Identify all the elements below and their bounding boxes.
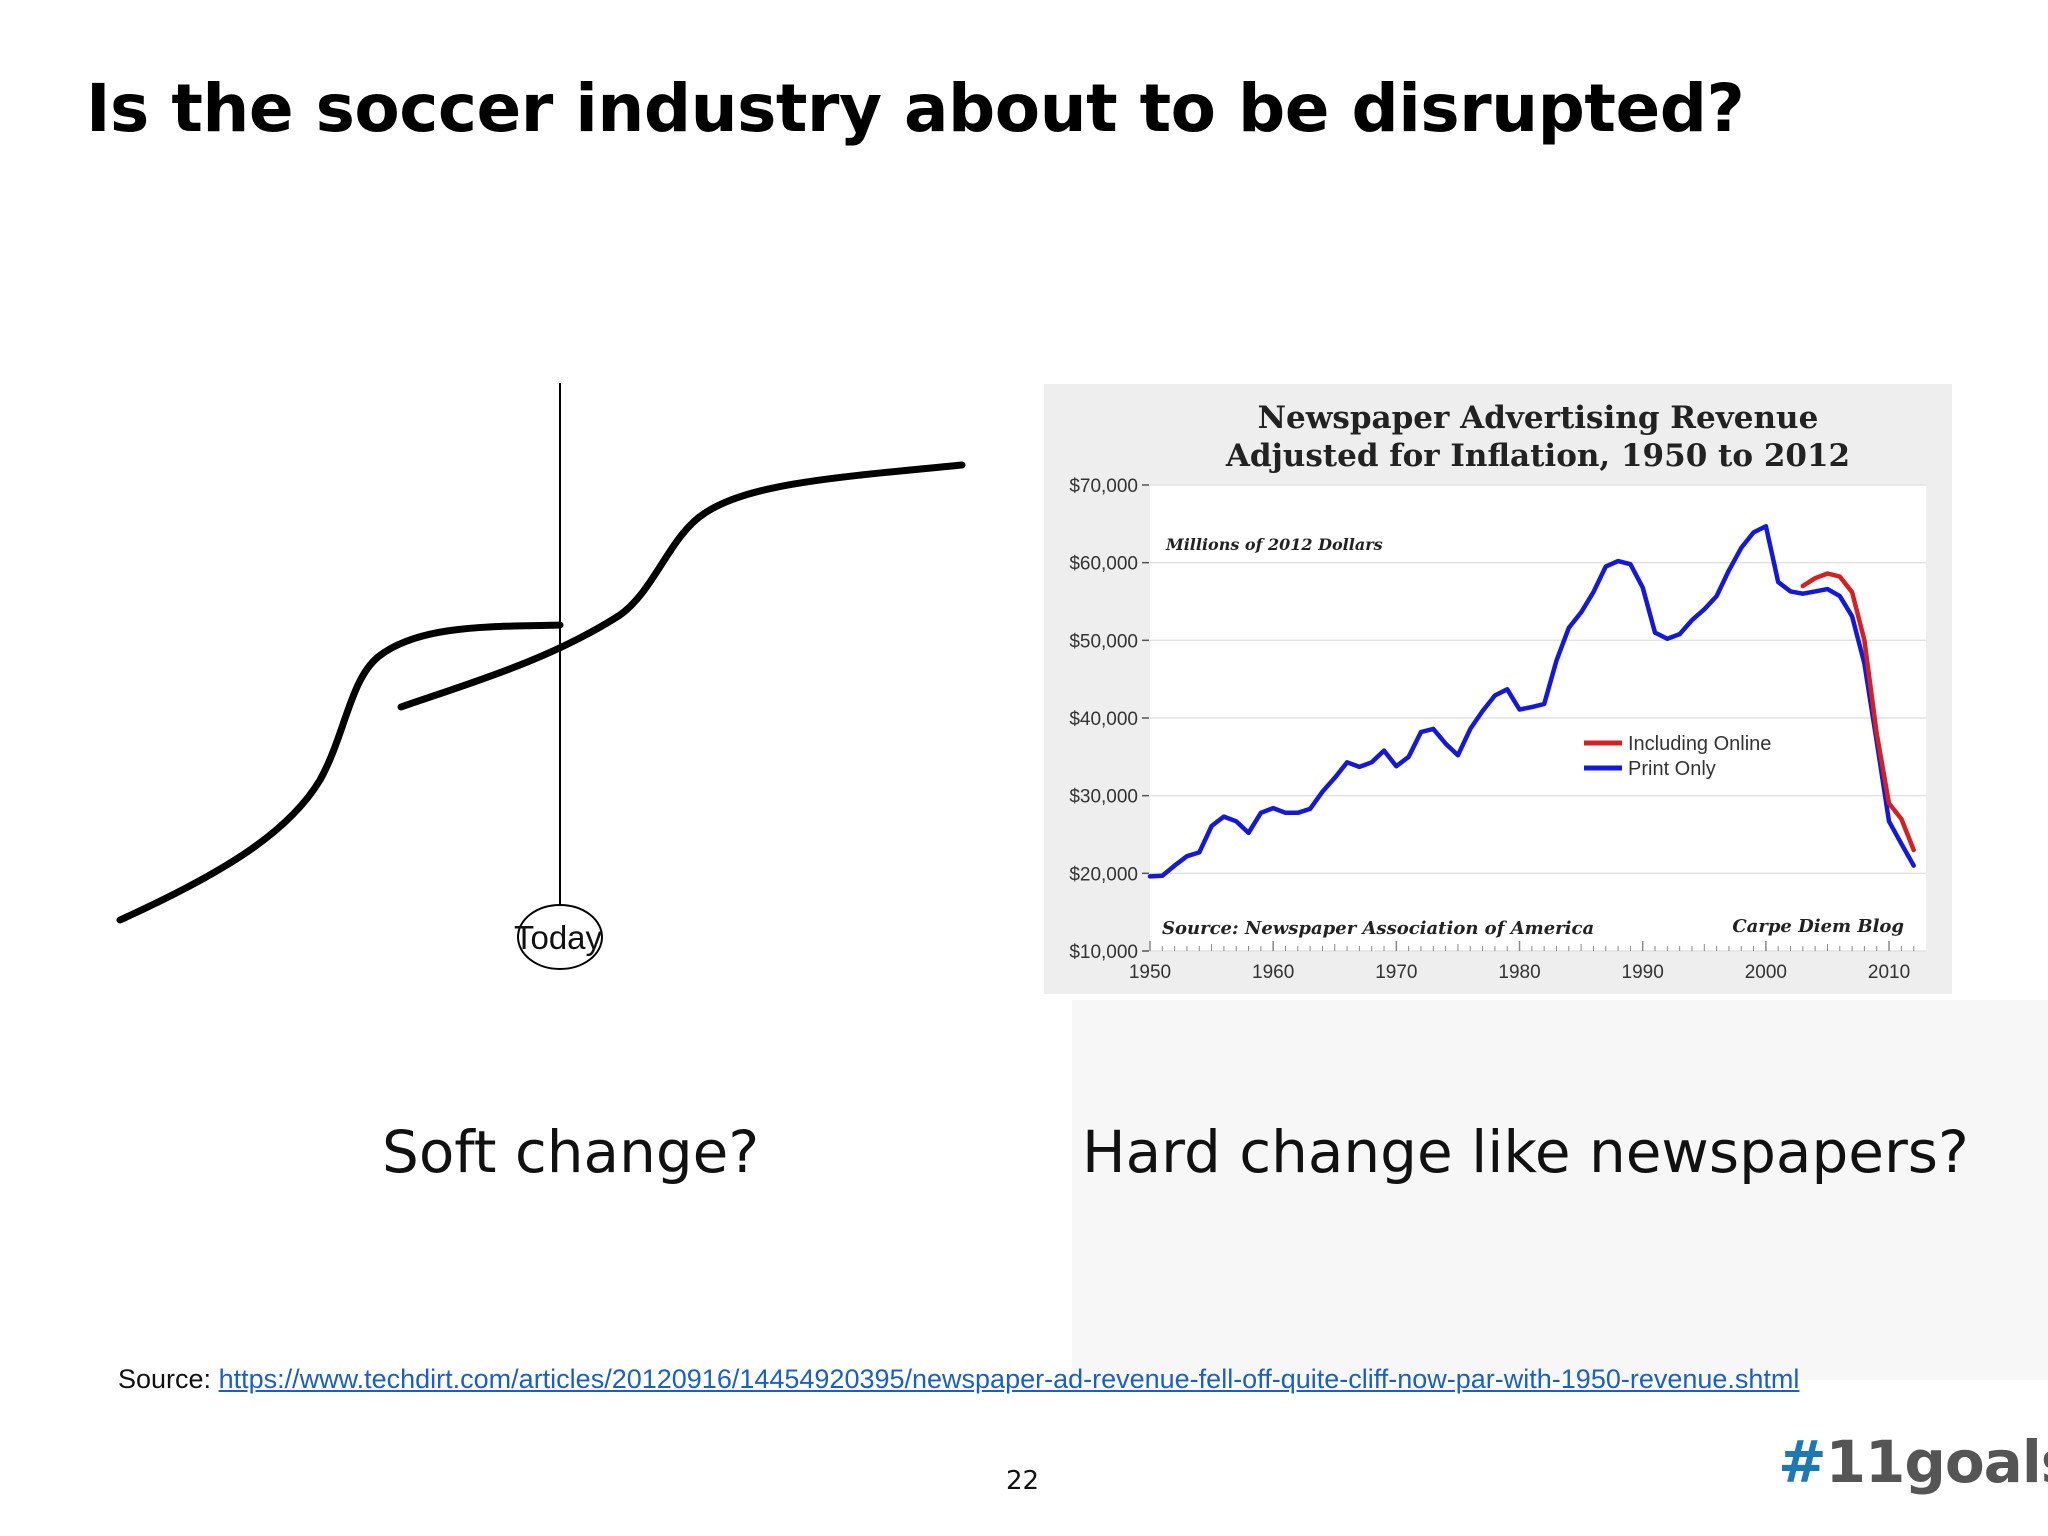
grid-layer [1150, 484, 1926, 952]
brand-logo: #11goals [1778, 1428, 2048, 1496]
x-tick-label: 2010 [1868, 962, 1910, 983]
x-tick-label: 1990 [1622, 962, 1664, 983]
x-tick-label: 2000 [1745, 962, 1787, 983]
hard-change-caption: Hard change like newspapers? [1082, 1118, 1969, 1186]
source-label: Source: [118, 1364, 212, 1394]
y-tick-label: $10,000 [1069, 942, 1138, 963]
soft-change-caption: Soft change? [382, 1118, 760, 1186]
old-s-curve [116, 621, 564, 924]
x-tick-label: 1950 [1129, 962, 1171, 983]
x-tick-label: 1960 [1252, 962, 1294, 983]
series-line-print-only [1147, 523, 1916, 879]
legend: Including Online Print Only [1584, 733, 1771, 780]
source-note: Source: Newspaper Association of America [1162, 918, 1594, 939]
y-tick-label: $50,000 [1069, 631, 1138, 652]
brand-hash: # [1778, 1428, 1827, 1496]
slide-title: Is the soccer industry about to be disru… [86, 70, 1745, 147]
newspaper-chart: Newspaper Advertising Revenue Adjusted f… [1044, 384, 1952, 994]
legend-label-including-online: Including Online [1628, 733, 1771, 755]
x-tick-label: 1980 [1498, 962, 1540, 983]
source-link[interactable]: https://www.techdirt.com/articles/201209… [218, 1364, 1800, 1394]
today-ellipse [517, 904, 603, 970]
series-layer [1147, 523, 1916, 879]
chart-title: Newspaper Advertising Revenue [1258, 400, 1819, 436]
x-tick-label: 1970 [1375, 962, 1417, 983]
soft-change-diagram: Today [116, 383, 966, 970]
page-number: 22 [1006, 1466, 1040, 1496]
y-tick-label: $20,000 [1069, 864, 1138, 885]
new-s-curve [397, 461, 966, 711]
axis-layer: $10,000 $20,000 $30,000 $40,000 $50,000 $60,0… [1069, 476, 1915, 983]
y-tick-label: $70,000 [1069, 476, 1138, 497]
legend-label-print-only: Print Only [1628, 758, 1716, 780]
series-line-including-online [1800, 571, 1916, 853]
y-axis-unit-label: Millions of 2012 Dollars [1165, 535, 1383, 554]
chart-subtitle: Adjusted for Inflation, 1950 to 2012 [1225, 438, 1850, 474]
background-panel [1072, 1000, 2048, 1380]
y-tick-label: $30,000 [1069, 787, 1138, 808]
brand-name: 11goals [1825, 1428, 2048, 1496]
credit-note: Carpe Diem Blog [1732, 916, 1904, 937]
y-tick-label: $60,000 [1069, 554, 1138, 575]
today-label: Today [514, 919, 603, 956]
y-tick-label: $40,000 [1069, 709, 1138, 730]
source-line: Source: https://www.techdirt.com/article… [118, 1364, 1799, 1395]
